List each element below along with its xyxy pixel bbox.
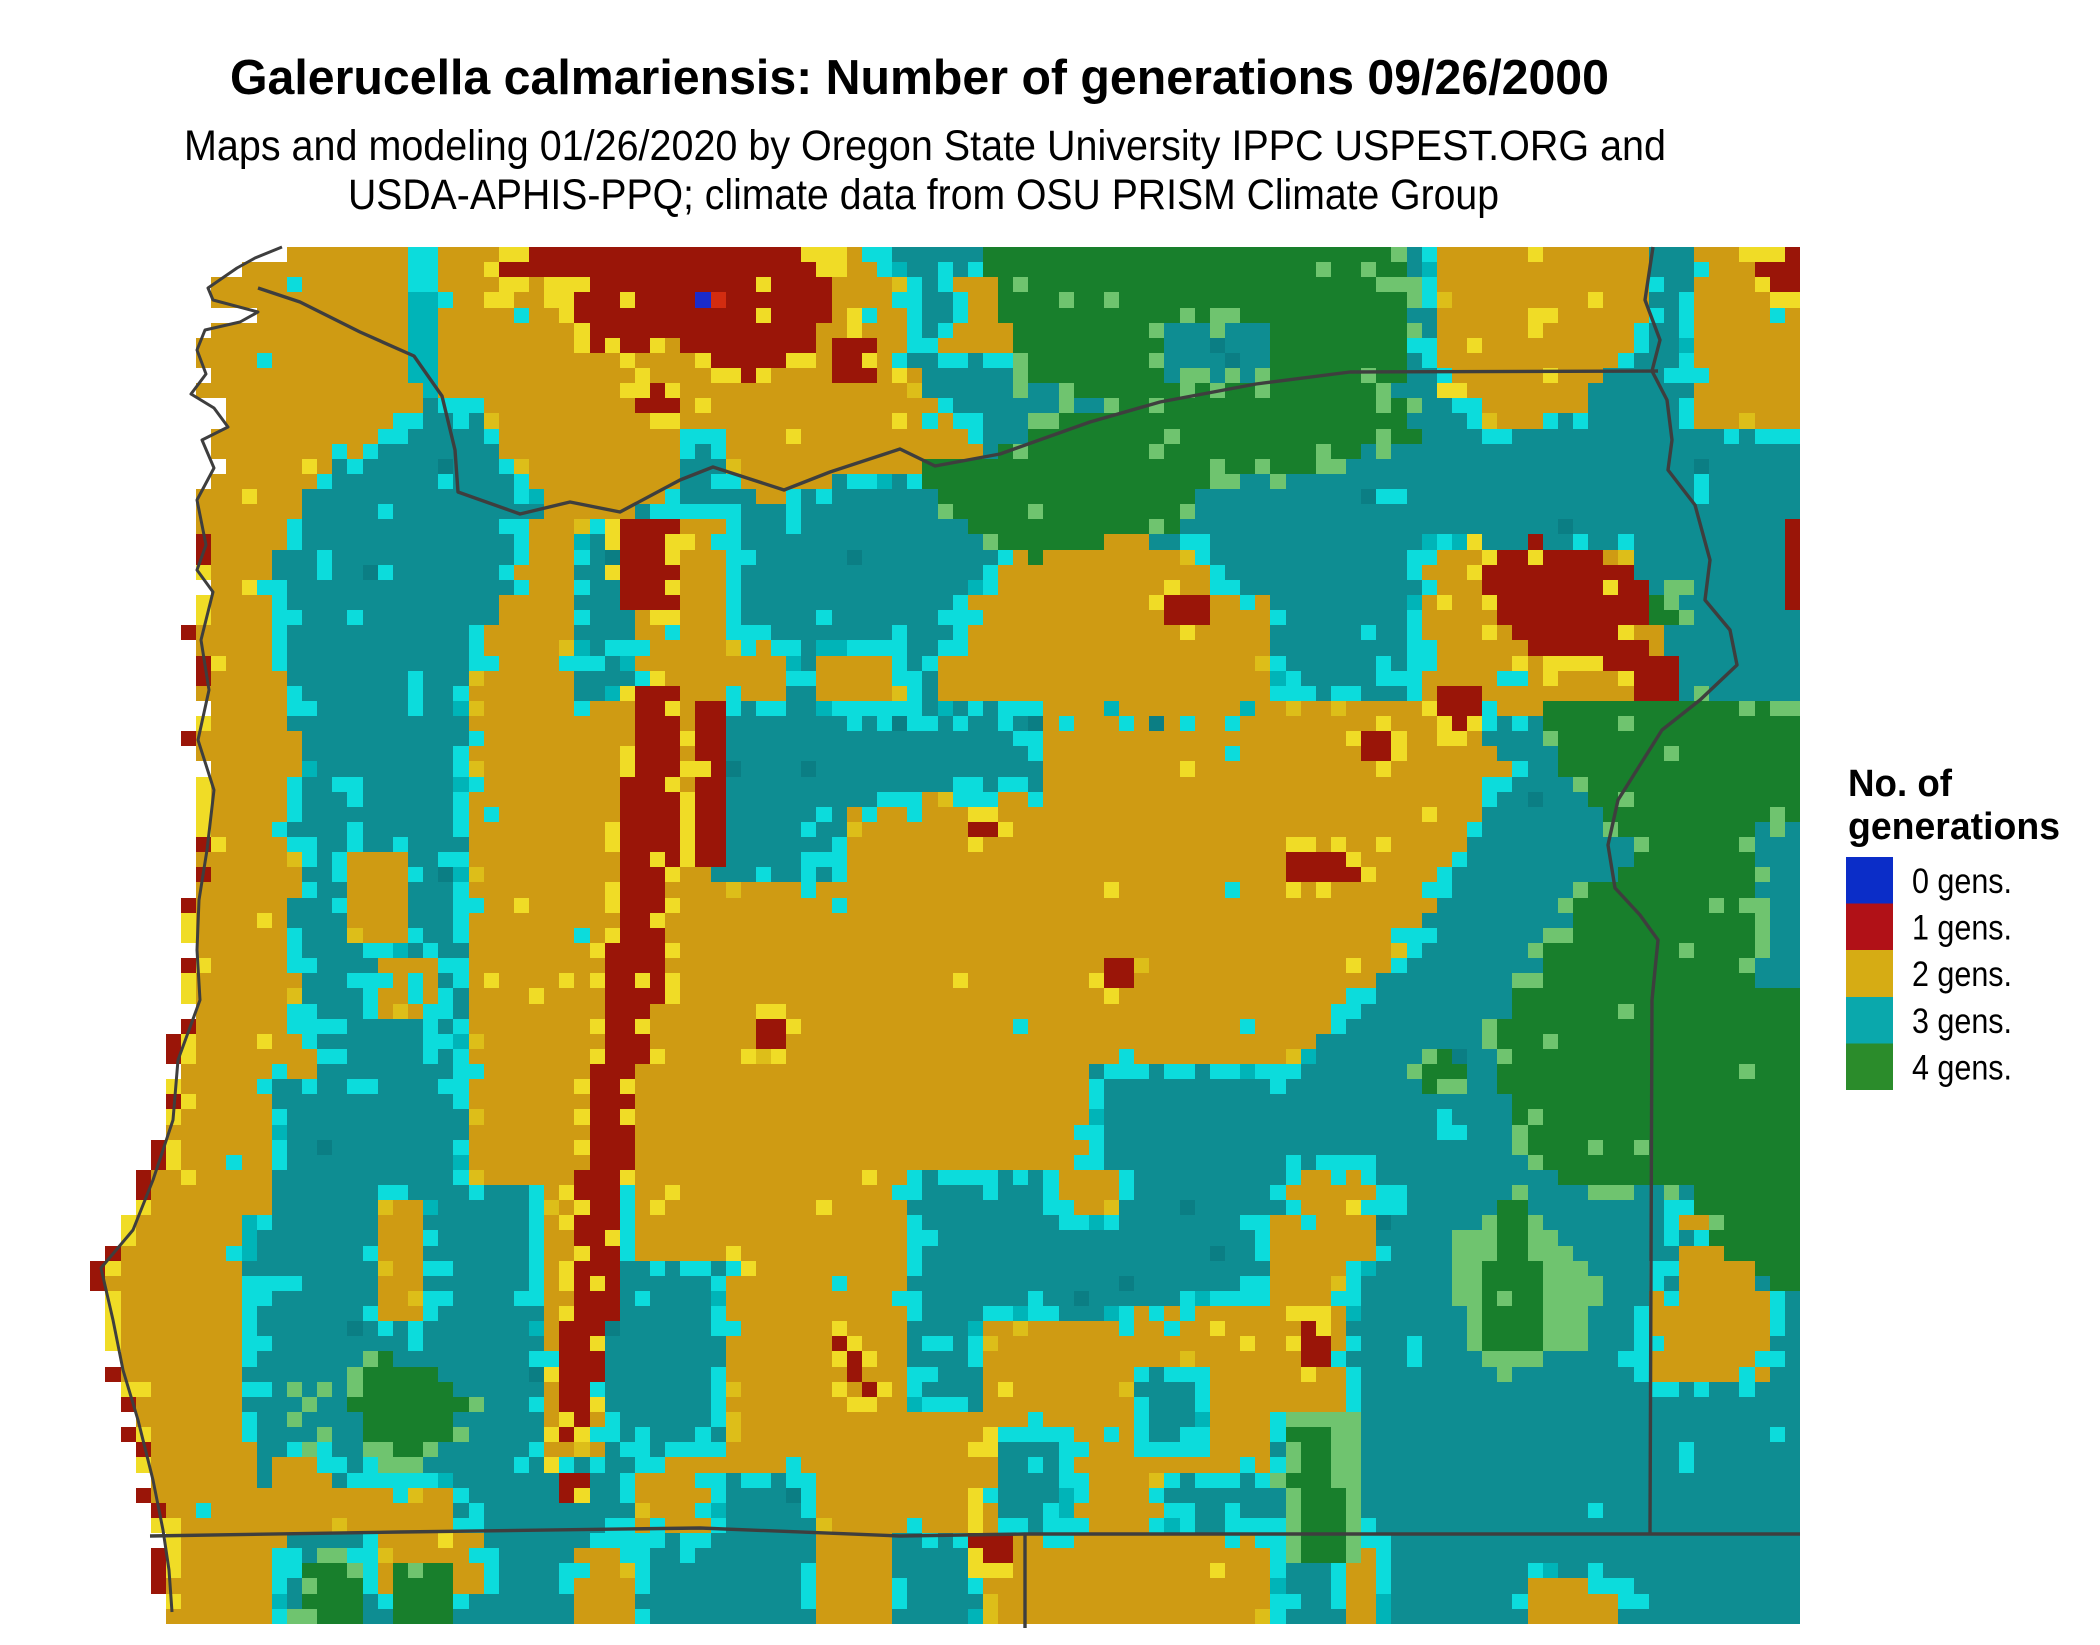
svg-text:USDA-APHIS-PPQ; climate data f: USDA-APHIS-PPQ; climate data from OSU PR… — [348, 171, 1499, 219]
svg-text:No. of: No. of — [1848, 763, 1952, 805]
svg-text:generations: generations — [1848, 806, 2060, 848]
svg-text:1 gens.: 1 gens. — [1912, 909, 2012, 948]
svg-text:3 gens.: 3 gens. — [1912, 1002, 2012, 1041]
svg-text:Maps and modeling 01/26/2020 b: Maps and modeling 01/26/2020 by Oregon S… — [184, 122, 1666, 170]
svg-text:2 gens.: 2 gens. — [1912, 955, 2012, 994]
svg-text:4 gens.: 4 gens. — [1912, 1048, 2012, 1087]
svg-text:0 gens.: 0 gens. — [1912, 862, 2012, 901]
svg-text:Galerucella calmariensis: Numb: Galerucella calmariensis: Number of gene… — [230, 51, 1609, 105]
